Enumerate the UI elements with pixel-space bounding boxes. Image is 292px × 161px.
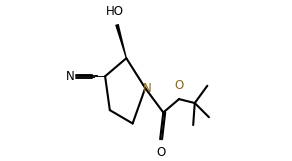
Text: N: N	[66, 70, 75, 83]
Text: N: N	[142, 82, 151, 95]
Text: O: O	[174, 79, 184, 92]
Polygon shape	[115, 24, 127, 58]
Text: HO: HO	[105, 5, 124, 18]
Text: O: O	[157, 146, 166, 158]
